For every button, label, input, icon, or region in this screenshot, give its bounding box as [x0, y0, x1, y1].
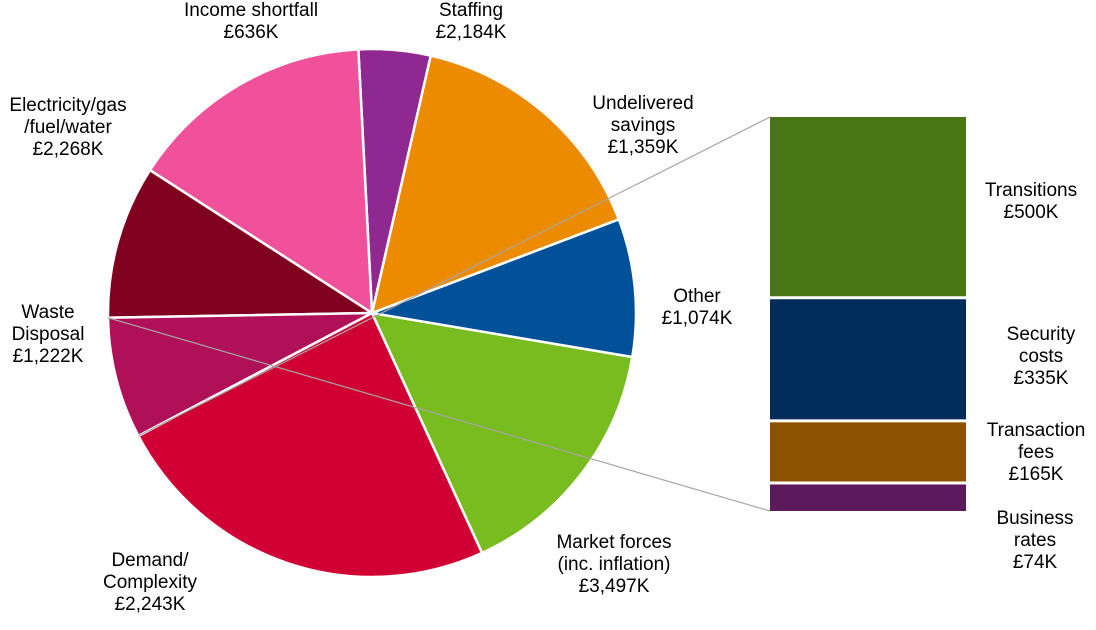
breakdown-stacked-bar — [770, 117, 966, 511]
slice-label-other: Other £1,074K — [662, 286, 733, 329]
pie-slice-undelivered-savings — [106, 168, 374, 320]
pie-slice-other — [106, 311, 374, 438]
bar-segment-business-rates — [770, 484, 966, 511]
connector-line-bottom — [107, 317, 771, 512]
segment-label-security-costs: Security costs £335K — [1007, 324, 1076, 389]
chart-labels: Market forces (inc. inflation) £3,497K Dema… — [9, 0, 1085, 615]
slice-label-electricity-gas-fuel-water: Electricity/gas/fuel/water £2,268K — [9, 95, 126, 160]
slice-label-staffing: Staffing £2,184K — [436, 0, 507, 43]
pie-slice-staffing — [148, 48, 374, 315]
segment-label-transaction-fees: Transaction fees £165K — [987, 420, 1086, 485]
pie-slice-waste-disposal — [370, 218, 638, 359]
bar-segment-transitions — [770, 117, 966, 297]
slice-label-undelivered-savings: Undelivered savings £1,359K — [592, 93, 693, 158]
slice-label-income-shortfall: Income shortfall £636K — [184, 0, 318, 43]
pie-slice-market-forces-inc-inflation — [137, 311, 484, 579]
segment-label-transitions: Transitions £500K — [985, 180, 1077, 223]
slice-label-waste-disposal: Waste Disposal £1,222K — [12, 302, 85, 367]
breakdown-connector-lines — [107, 116, 771, 512]
slice-label-demand-complexity: Demand/Complexity £2,243K — [103, 550, 197, 615]
segment-label-business-rates: Business rates £74K — [996, 508, 1073, 573]
slice-label-market-forces-inc-inflation: Market forces (inc. inflation) £3,497K — [556, 532, 671, 597]
pie-slice-electricity-gas-fuel-water — [370, 54, 621, 315]
bar-segment-transaction-fees — [770, 422, 966, 482]
bar-segment-security-costs — [770, 299, 966, 420]
connector-line-top — [138, 116, 771, 437]
pie-chart — [106, 47, 638, 579]
